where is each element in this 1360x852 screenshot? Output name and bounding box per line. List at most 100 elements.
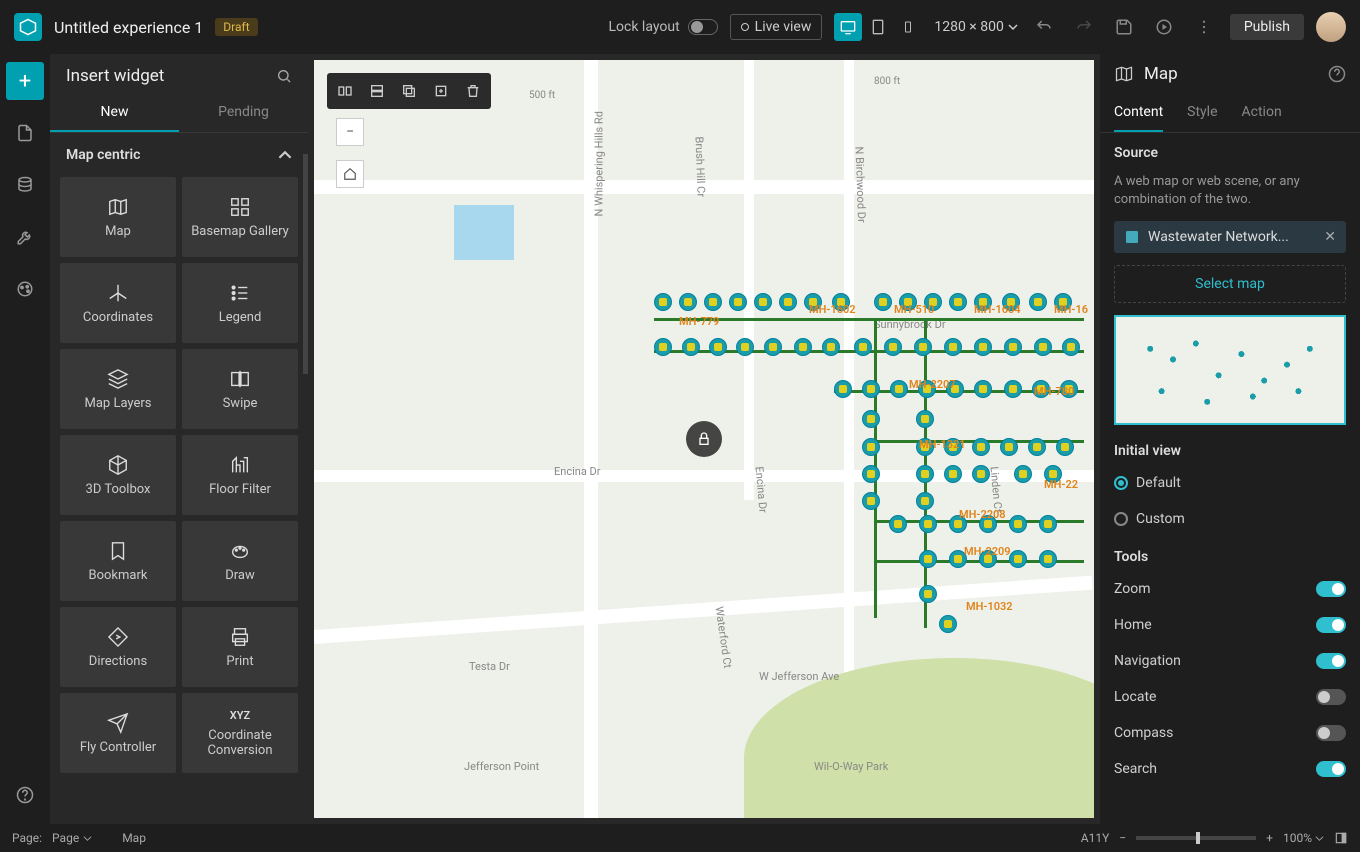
publish-button[interactable]: Publish: [1230, 14, 1304, 40]
tool-zoom-switch[interactable]: [1316, 581, 1346, 597]
scale-label-2: 800 ft: [874, 76, 900, 87]
live-view-label: Live view: [755, 19, 812, 35]
page-label: Page:: [12, 831, 42, 845]
user-avatar[interactable]: [1316, 12, 1346, 42]
selected-source-chip[interactable]: Wastewater Network... ✕: [1114, 221, 1346, 253]
help-circle-icon[interactable]: [1328, 65, 1346, 83]
widget-legend[interactable]: Legend: [182, 263, 298, 343]
device-desktop-button[interactable]: [834, 13, 862, 41]
label-mh2208: MH-2208: [959, 508, 1006, 521]
redo-button[interactable]: [1070, 13, 1098, 41]
label-mh2209: MH-2209: [964, 545, 1011, 558]
map-thumbnail[interactable]: [1114, 315, 1346, 425]
device-tablet-button[interactable]: [864, 13, 892, 41]
a11y-button[interactable]: A11Y: [1081, 831, 1110, 845]
remove-source-button[interactable]: ✕: [1324, 229, 1336, 245]
dimensions-value: 1280 × 800: [934, 19, 1004, 35]
label-mh22: MH-22: [1044, 478, 1078, 491]
fit-screen-icon[interactable]: [1334, 831, 1348, 845]
widget-directions[interactable]: Directions: [60, 607, 176, 687]
tool-search-switch[interactable]: [1316, 761, 1346, 777]
draft-badge: Draft: [215, 18, 257, 36]
canvas-dimensions[interactable]: 1280 × 800: [934, 19, 1018, 35]
more-options-button[interactable]: [1190, 13, 1218, 41]
tab-content[interactable]: Content: [1114, 94, 1163, 132]
widget-coordinate-conversion[interactable]: XYZCoordinate Conversion: [182, 693, 298, 773]
zoom-level[interactable]: 100%: [1283, 831, 1324, 845]
scale-label-1: 500 ft: [529, 90, 555, 101]
lock-layout-toggle[interactable]: Lock layout: [609, 19, 718, 35]
widget-map-layers[interactable]: Map Layers: [60, 349, 176, 429]
breadcrumb-map[interactable]: Map: [122, 831, 146, 845]
label-mh1602: MH-1602: [809, 303, 856, 316]
widget-panel-title: Insert widget: [66, 66, 164, 86]
label-mh2207: MH-2207: [909, 378, 956, 391]
tool-home-switch[interactable]: [1316, 617, 1346, 633]
widget-fly-controller[interactable]: Fly Controller: [60, 693, 176, 773]
widget-map[interactable]: Map: [60, 177, 176, 257]
chevron-up-icon[interactable]: [278, 148, 292, 162]
radio-custom[interactable]: Custom: [1114, 507, 1346, 531]
live-view-button[interactable]: Live view: [730, 14, 823, 40]
source-help-text: A web map or web scene, or any combinati…: [1114, 173, 1346, 209]
split-v-icon[interactable]: [363, 77, 391, 105]
utilities-icon[interactable]: [6, 218, 44, 256]
label-mh16: MH-16: [1054, 303, 1088, 316]
copy-icon[interactable]: [395, 77, 423, 105]
label-mh780: MH-780: [1034, 385, 1074, 398]
tool-compass-label: Compass: [1114, 725, 1173, 741]
tab-pending[interactable]: Pending: [179, 94, 308, 132]
tool-locate-switch[interactable]: [1316, 689, 1346, 705]
widget-basemap-gallery[interactable]: Basemap Gallery: [182, 177, 298, 257]
trash-icon[interactable]: [459, 77, 487, 105]
zoom-slider[interactable]: [1136, 836, 1256, 840]
undo-button[interactable]: [1030, 13, 1058, 41]
theme-icon[interactable]: [6, 270, 44, 308]
split-h-icon[interactable]: [331, 77, 359, 105]
section-source: Source: [1114, 145, 1346, 161]
lock-icon[interactable]: [686, 421, 722, 457]
widget-print[interactable]: Print: [182, 607, 298, 687]
data-icon[interactable]: [6, 166, 44, 204]
street-jeff-pt: Jefferson Point: [464, 760, 539, 773]
app-logo[interactable]: [14, 13, 42, 41]
search-icon[interactable]: [276, 68, 292, 84]
widget-swipe[interactable]: Swipe: [182, 349, 298, 429]
widget-3d-toolbox[interactable]: 3D Toolbox: [60, 435, 176, 515]
page-selector[interactable]: Page: [52, 831, 92, 845]
street-whisper: N Whispering Hills Rd: [593, 111, 606, 216]
select-map-button[interactable]: Select map: [1114, 265, 1346, 303]
tool-nav-switch[interactable]: [1316, 653, 1346, 669]
lock-layout-switch[interactable]: [688, 19, 718, 35]
home-button[interactable]: [336, 160, 364, 188]
duplicate-icon[interactable]: [427, 77, 455, 105]
experience-title[interactable]: Untitled experience 1: [54, 18, 203, 37]
radio-default[interactable]: Default: [1114, 471, 1346, 495]
insert-button[interactable]: +: [6, 62, 44, 100]
tab-action[interactable]: Action: [1242, 94, 1282, 132]
widget-bookmark[interactable]: Bookmark: [60, 521, 176, 601]
widget-coordinates[interactable]: Coordinates: [60, 263, 176, 343]
widget-floor-filter[interactable]: Floor Filter: [182, 435, 298, 515]
widget-grid: Map Basemap Gallery Coordinates Legend M…: [50, 177, 308, 783]
preview-button[interactable]: [1150, 13, 1178, 41]
source-name: Wastewater Network...: [1148, 229, 1316, 245]
props-title: Map: [1144, 64, 1318, 84]
tool-locate-label: Locate: [1114, 689, 1156, 705]
tool-nav-label: Navigation: [1114, 653, 1181, 669]
map-small-icon: [1124, 229, 1140, 245]
tool-compass-switch[interactable]: [1316, 725, 1346, 741]
tab-new[interactable]: New: [50, 94, 179, 132]
zoom-out-icon[interactable]: −: [1119, 831, 1126, 845]
help-icon[interactable]: [6, 776, 44, 814]
pages-icon[interactable]: [6, 114, 44, 152]
save-button[interactable]: [1110, 13, 1138, 41]
street-wjeff: W Jefferson Ave: [759, 670, 839, 683]
widget-draw[interactable]: Draw: [182, 521, 298, 601]
map-canvas[interactable]: 500 ft 800 ft Encina Dr Encina Dr Testa …: [314, 60, 1094, 818]
label-mh1321: MH-1321: [919, 438, 966, 451]
zoom-in-icon[interactable]: +: [1266, 831, 1273, 845]
device-phone-button[interactable]: [894, 13, 922, 41]
zoom-out-button[interactable]: −: [336, 118, 364, 146]
tab-style[interactable]: Style: [1187, 94, 1217, 132]
